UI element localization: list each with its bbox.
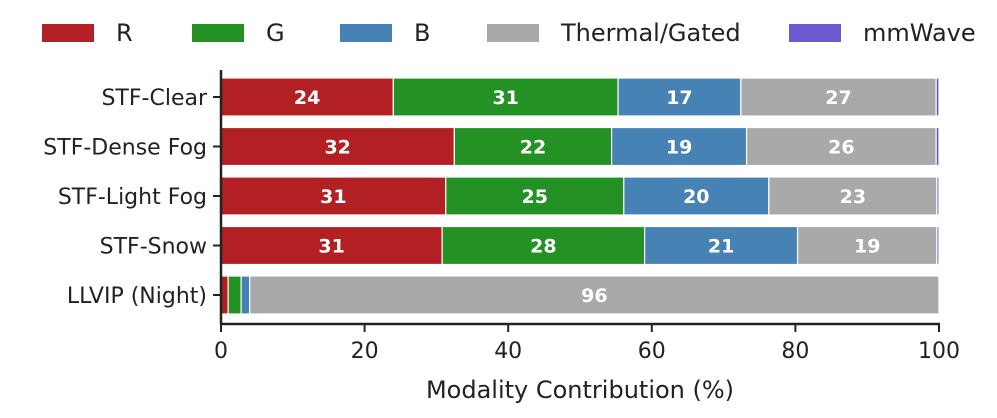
legend-label: B (414, 19, 430, 47)
data-label: 28 (530, 236, 556, 258)
x-tick-label: 40 (494, 339, 522, 364)
data-label: 96 (581, 285, 607, 307)
legend-swatch-r (42, 24, 94, 42)
bar-segment (220, 126, 455, 167)
data-label: 25 (522, 186, 548, 208)
bar-segment (617, 77, 742, 117)
y-tick-label: STF-Clear (101, 86, 207, 111)
x-axis: 0 20 40 60 80 100 (214, 322, 960, 364)
legend-label: Thermal/Gated (560, 19, 741, 47)
data-label: 26 (828, 137, 854, 159)
x-tick-label: 60 (638, 339, 666, 364)
bar-segment (936, 225, 940, 266)
bar-segment (220, 225, 443, 266)
bar-segment (935, 126, 940, 167)
x-tick-label: 0 (214, 339, 228, 364)
data-label: 20 (683, 186, 709, 208)
data-label: 31 (320, 186, 346, 208)
bar-segment (768, 176, 938, 216)
bar-segment (240, 275, 251, 315)
bar-segment (610, 126, 748, 167)
x-tick-label: 20 (351, 339, 379, 364)
bar-segment (745, 126, 937, 167)
legend-swatch-b (340, 24, 392, 42)
legend-label: R (116, 19, 133, 47)
data-label: 22 (520, 137, 546, 159)
data-label: 27 (825, 87, 851, 109)
y-tick-label: STF-Light Fog (58, 185, 207, 210)
legend-swatch-g (192, 24, 244, 42)
bar-segment (392, 77, 619, 117)
bar-segment (249, 275, 940, 315)
data-label: 31 (318, 236, 344, 258)
x-tick-label: 100 (918, 339, 960, 364)
bars: 24 31 17 27 32 22 19 26 31 25 20 23 31 28 21 19 96 (220, 77, 940, 315)
bar-segment (220, 77, 394, 117)
x-tick-label: 80 (781, 339, 809, 364)
y-tick-label: LLVIP (Night) (67, 284, 207, 309)
legend-swatch-thermal-gated (487, 24, 539, 42)
y-axis: STF-Clear STF-Dense Fog STF-Light Fog STF-S… (43, 70, 223, 324)
legend: R G B Thermal/Gated mmWave (42, 19, 976, 47)
data-label: 32 (324, 137, 350, 159)
legend-swatch-mmwave (789, 24, 841, 42)
bar-segment (441, 225, 646, 266)
data-label: 17 (666, 87, 692, 109)
data-label: 24 (294, 87, 320, 109)
data-label: 19 (666, 137, 692, 159)
bar-segment (227, 275, 242, 315)
bar-segment (453, 126, 613, 167)
bar-segment (936, 176, 940, 216)
bar-segment (796, 225, 938, 266)
y-tick-label: STF-Dense Fog (43, 136, 207, 161)
data-label: 19 (854, 236, 880, 258)
data-label: 31 (492, 87, 518, 109)
legend-label: G (266, 19, 285, 47)
bar-segment (935, 77, 940, 117)
x-axis-title: Modality Contribution (%) (426, 376, 734, 404)
legend-label: mmWave (863, 19, 976, 47)
data-label: 23 (840, 186, 866, 208)
data-label: 21 (708, 236, 734, 258)
bar-segment (445, 176, 625, 216)
y-tick-label: STF-Snow (100, 235, 207, 260)
